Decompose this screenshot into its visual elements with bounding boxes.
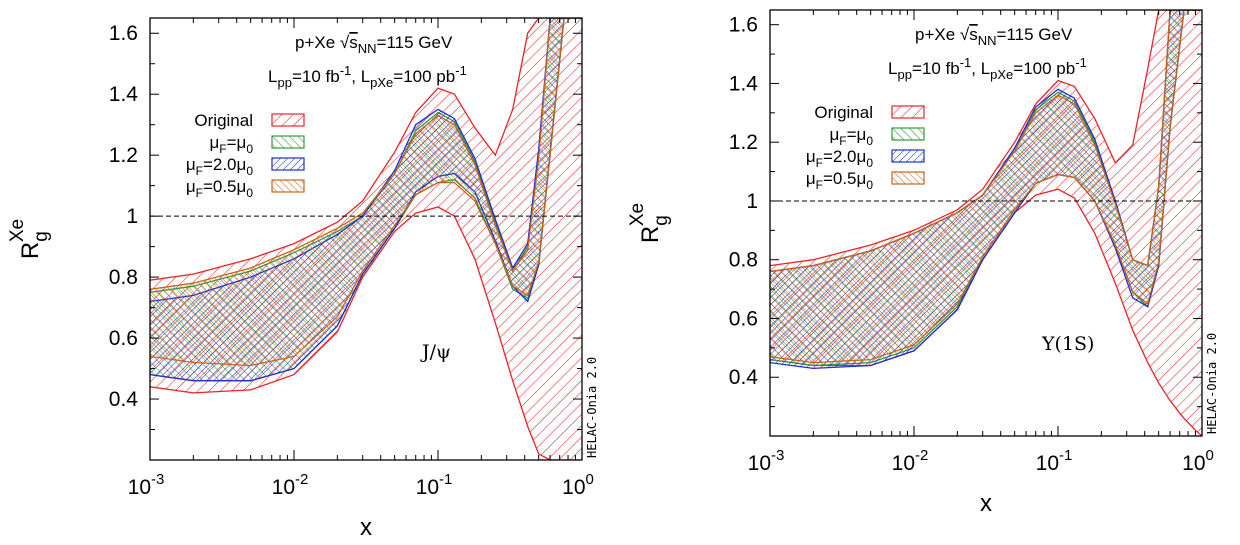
legend-label: μF=2.0μ0: [806, 147, 874, 170]
band-upper-edge: [770, 10, 1202, 273]
band-lower-edge: [770, 10, 1202, 364]
y-tick-label: 1.4: [109, 83, 139, 106]
x-tick-label: 10-3: [128, 471, 165, 499]
band-upper-edge: [770, 10, 1202, 267]
chart-panel-1: 0.4 0.6 0.8 1 1.2 1.4 1.6 10-3 10-2 10-1 100 x RgXe p…: [7, 17, 599, 541]
legend-swatch: [891, 149, 925, 163]
band-upper-edge: [150, 18, 582, 281]
y-axis-title-text: RgXe: [7, 219, 52, 259]
plot-area: [770, 10, 1202, 436]
y-tick-label: 0.6: [109, 327, 138, 350]
legend-label: μF=0.5μ0: [806, 169, 874, 192]
header-energy: p+Xe √sNN=115 GeV: [295, 33, 453, 56]
header-luminosity: Lpp=10 fb-1, LpXe=100 pb-1: [888, 55, 1087, 82]
legend-label: μF=μ0: [209, 133, 253, 156]
legend-swatch: [271, 179, 305, 193]
band-upper-edge: [150, 18, 582, 290]
credit-text: HELAC-Onia 2.0: [585, 357, 599, 458]
y-tick-label: 0.4: [109, 388, 139, 411]
y-tick-label: 1.6: [729, 14, 758, 37]
legend-swatch: [271, 157, 305, 171]
y-tick-label: 1: [126, 205, 138, 228]
header-energy: p+Xe √sNN=115 GeV: [915, 25, 1073, 48]
band-muF=0_5mu0: [150, 18, 582, 366]
y-tick-label: 1.2: [729, 131, 758, 154]
header-luminosity: Lpp=10 fb-1, LpXe=100 pb-1: [268, 63, 467, 90]
legend-swatch: [271, 113, 305, 127]
x-tick-label: 10-1: [416, 471, 453, 499]
credit-label: HELAC-Onia 2.0: [585, 357, 599, 458]
x-axis-title: x: [360, 514, 372, 541]
x-tick-label: 10-1: [1036, 447, 1073, 475]
plot-frame: [149, 17, 583, 461]
y-axis-title: RgXe: [627, 203, 672, 243]
process-label: J/ψ: [420, 341, 451, 363]
y-tick-label: 1.6: [109, 22, 138, 45]
legend-label: Original: [194, 111, 253, 130]
y-tick-label: 1.4: [729, 72, 759, 95]
y-tick-label: 0.4: [729, 366, 759, 389]
x-axis-title: x: [980, 490, 992, 517]
plot-frame: [769, 9, 1203, 437]
legend-swatch: [891, 127, 925, 141]
legend-swatch: [891, 171, 925, 185]
legend-label: Original: [814, 103, 873, 122]
y-axis-title: RgXe: [7, 219, 52, 259]
credit-text: HELAC-Onia 2.0: [1205, 333, 1219, 434]
band-muF=0_5mu0: [770, 10, 1202, 363]
x-tick-label: 10-2: [892, 447, 929, 475]
y-tick-label: 1: [746, 190, 758, 213]
process-label: Υ(1S): [1041, 333, 1094, 355]
chart-panel-2: 0.4 0.6 0.8 1 1.2 1.4 1.6 10-3 10-2 10-1 100 x RgXe p…: [627, 9, 1219, 517]
y-axis-title-text: RgXe: [627, 203, 672, 243]
plot-area: [150, 18, 582, 460]
legend-swatch: [271, 135, 305, 149]
x-tick-label: 100: [1182, 447, 1214, 475]
y-tick-label: 0.6: [729, 307, 758, 330]
x-tick-label: 100: [562, 471, 594, 499]
y-tick-label: 0.8: [109, 266, 138, 289]
legend-label: μF=μ0: [829, 125, 873, 148]
legend-swatch: [891, 105, 925, 119]
legend-label: μF=0.5μ0: [186, 177, 254, 200]
x-tick-label: 10-3: [748, 447, 785, 475]
x-tick-label: 10-2: [272, 471, 309, 499]
y-tick-label: 0.8: [729, 249, 758, 272]
y-tick-label: 1.2: [109, 144, 138, 167]
credit-label: HELAC-Onia 2.0: [1205, 333, 1219, 434]
band-lower-edge: [150, 18, 582, 367]
legend-label: μF=2.0μ0: [186, 155, 254, 178]
